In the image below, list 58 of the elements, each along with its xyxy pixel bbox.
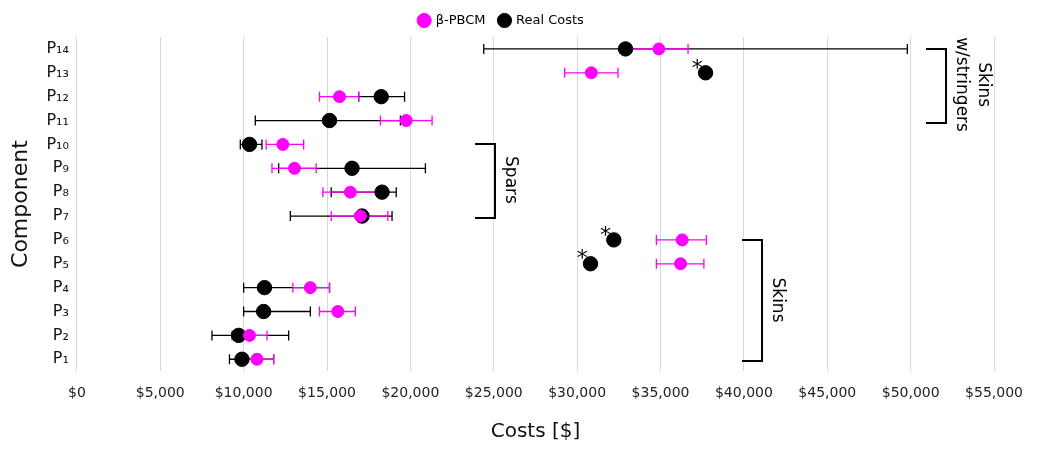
point (343, 185, 357, 199)
point (652, 42, 666, 56)
point (241, 136, 258, 153)
point (674, 257, 688, 271)
y-tick-label: P₃ (52, 300, 69, 320)
x-tick-label: $45,000 (798, 384, 857, 401)
x-axis-title: Costs [$] (490, 418, 581, 443)
y-tick-label: P₈ (52, 181, 69, 201)
point (256, 279, 273, 296)
x-tick-label: $40,000 (714, 384, 773, 401)
x-tick-label: $20,000 (381, 384, 440, 401)
x-tick-label: $15,000 (298, 384, 356, 401)
y-tick-label: P₁ (52, 348, 69, 368)
y-tick-label: P₁₂ (46, 85, 69, 105)
point (374, 184, 390, 200)
x-tick-label: $35,000 (631, 384, 690, 401)
annotation: Spars (501, 156, 524, 205)
legend-label: Real Costs (515, 11, 585, 27)
point (288, 161, 301, 175)
point (333, 90, 347, 104)
point (584, 66, 598, 80)
annotation: * (600, 221, 611, 247)
annotation: * (691, 54, 703, 80)
point (234, 351, 250, 367)
point (344, 160, 360, 176)
y-tick-label: P₁₄ (46, 38, 69, 58)
y-tick-label: P₁₃ (46, 61, 69, 81)
y-axis-title: Component (6, 139, 32, 268)
point (617, 41, 634, 57)
annotation: Skins (768, 277, 791, 323)
point (276, 137, 290, 151)
point (250, 352, 264, 366)
x-tick-label: $55,000 (965, 384, 1024, 401)
y-tick-label: P₇ (52, 205, 69, 225)
y-tick-label: P₅ (52, 252, 69, 272)
legend-label: β-PBCM (435, 11, 486, 27)
x-tick-label: $0 (67, 384, 86, 401)
y-tick-label: P₉ (52, 157, 69, 177)
y-tick-label: P₁₀ (46, 133, 69, 153)
point (321, 112, 338, 129)
point (675, 233, 689, 247)
point (303, 281, 317, 295)
point (255, 303, 272, 320)
y-tick-label: P₁₁ (46, 109, 69, 129)
point (373, 88, 389, 105)
point (331, 305, 345, 319)
y-tick-label: P₄ (52, 276, 69, 296)
x-tick-label: $10,000 (214, 384, 273, 401)
x-tick-label: $25,000 (464, 384, 523, 401)
x-tick-label: $50,000 (881, 384, 940, 401)
y-tick-label: P₂ (52, 324, 69, 344)
point (399, 114, 413, 128)
x-tick-label: $5,000 (135, 384, 185, 401)
x-tick-label: $30,000 (548, 384, 607, 401)
annotation: Skins w/stringers (951, 36, 996, 135)
y-tick-label: P₆ (52, 229, 69, 249)
annotation: * (576, 245, 588, 271)
point (242, 328, 256, 342)
